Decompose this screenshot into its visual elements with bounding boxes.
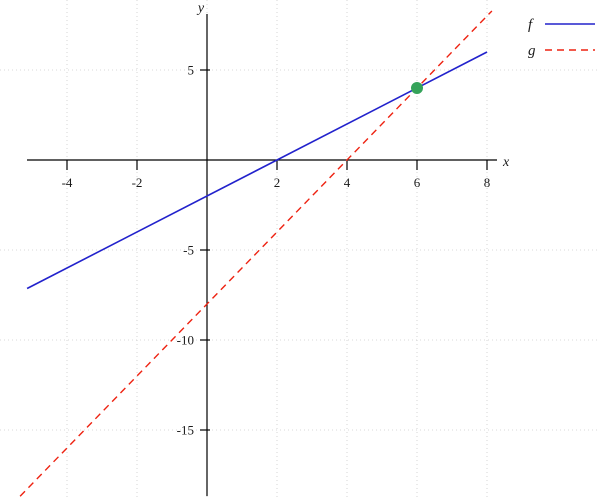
x-tick-label: 2 <box>274 175 281 190</box>
horizontal-gridlines <box>0 69 600 431</box>
x-tick-label: 8 <box>484 175 491 190</box>
legend-label-f: f <box>528 17 534 33</box>
x-tick-label: 4 <box>344 175 351 190</box>
y-tick-label: -15 <box>177 423 194 438</box>
intersection-point-marker <box>411 82 423 94</box>
x-axis-ticks: -4 -2 2 4 6 8 <box>62 160 491 190</box>
vertical-gridlines <box>66 0 488 500</box>
x-tick-label: -4 <box>62 175 73 190</box>
y-axis-label: y <box>196 1 205 16</box>
legend: f g <box>528 17 595 59</box>
x-tick-label: 6 <box>414 175 421 190</box>
y-tick-label: 5 <box>188 63 195 78</box>
legend-label-g: g <box>528 43 536 59</box>
x-tick-label: -2 <box>132 175 143 190</box>
series-line-f <box>26 51 488 290</box>
y-tick-label: -10 <box>177 333 194 348</box>
y-axis-ticks: 5 -5 -10 -15 <box>177 63 210 438</box>
x-axis-label: x <box>502 155 510 170</box>
y-tick-label: -5 <box>183 243 194 258</box>
